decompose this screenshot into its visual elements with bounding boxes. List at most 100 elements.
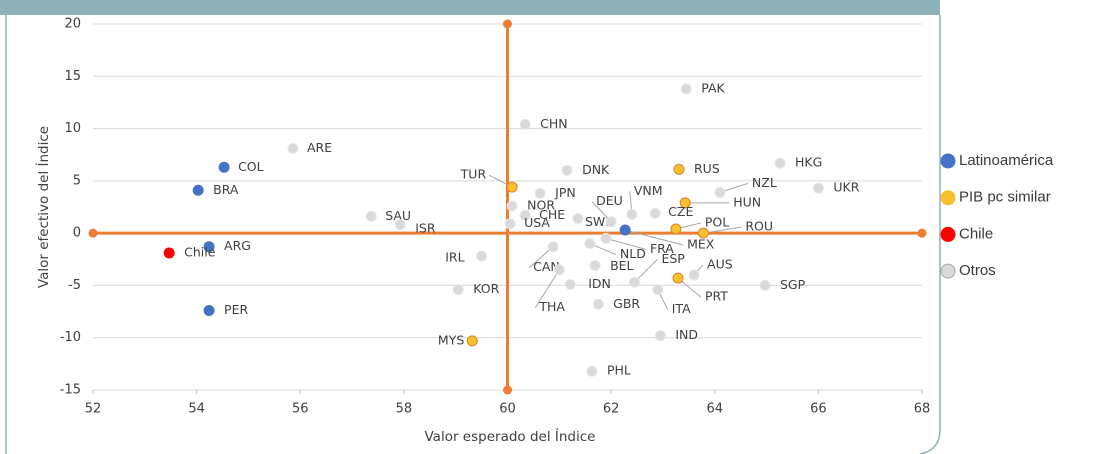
- x-tick-label: 54: [188, 402, 205, 417]
- legend-marker: [940, 190, 956, 206]
- point: [680, 83, 692, 95]
- point-label: DEU: [596, 193, 623, 208]
- point: [679, 197, 691, 209]
- point-label: SAU: [385, 208, 411, 223]
- point: [163, 247, 175, 259]
- point-label: CHE: [539, 207, 565, 222]
- point: [553, 264, 565, 276]
- x-tick-label: 58: [396, 402, 413, 417]
- point: [649, 207, 661, 219]
- point-label: GBR: [613, 296, 640, 311]
- point: [619, 224, 631, 236]
- point-label: DNK: [582, 162, 610, 177]
- point: [394, 219, 406, 231]
- legend-marker: [940, 226, 956, 242]
- ref-end: [917, 228, 927, 238]
- leader-line: [605, 237, 647, 250]
- point: [586, 365, 598, 377]
- point: [519, 209, 531, 221]
- point: [561, 164, 573, 176]
- point: [476, 250, 488, 262]
- point-label: PAK: [701, 80, 725, 95]
- point-label: Chile: [184, 245, 216, 260]
- x-tick-label: 66: [810, 402, 827, 417]
- ref-end: [88, 228, 98, 238]
- leader-line: [534, 269, 560, 309]
- point-label: ARE: [307, 140, 332, 155]
- point-label: CAN: [533, 259, 560, 274]
- point-label: COL: [238, 159, 264, 174]
- point: [218, 161, 230, 173]
- point-label: ROU: [745, 219, 773, 234]
- point: [504, 218, 516, 230]
- point: [506, 181, 518, 193]
- legend-label: Otros: [959, 262, 996, 279]
- point-label: TUR: [460, 167, 487, 182]
- point-label: POL: [705, 214, 729, 229]
- point: [688, 269, 700, 281]
- legend-marker: [940, 263, 956, 279]
- point-label: BEL: [610, 258, 633, 273]
- point-label: IDN: [588, 276, 611, 291]
- point: [626, 208, 638, 220]
- point-label: NOR: [527, 197, 555, 212]
- point-label: ESP: [661, 251, 685, 266]
- point: [605, 216, 617, 228]
- point-label: JPN: [554, 185, 576, 200]
- point-label: PER: [224, 302, 248, 317]
- point: [600, 232, 612, 244]
- point-label: KOR: [473, 281, 499, 296]
- ref-end: [503, 385, 512, 395]
- y-tick-label: -10: [60, 330, 81, 345]
- point-label: VNM: [634, 183, 663, 198]
- point-label: HUN: [733, 194, 761, 209]
- point: [589, 260, 601, 272]
- legend-marker: [940, 153, 956, 169]
- y-tick-label: 20: [64, 17, 81, 32]
- point-label: SWE: [585, 214, 613, 229]
- point: [506, 200, 518, 212]
- point: [812, 182, 824, 194]
- point-label: UKR: [833, 180, 859, 195]
- point: [652, 284, 664, 296]
- point: [365, 210, 377, 222]
- header-bar: [0, 0, 940, 15]
- point: [564, 278, 576, 290]
- point-label: AUS: [707, 256, 733, 271]
- point-label: MYS: [438, 332, 464, 347]
- point-label: CZE: [668, 204, 693, 219]
- point: [534, 187, 546, 199]
- point: [572, 213, 584, 225]
- point-label: ARG: [224, 238, 251, 253]
- y-tick-label: 10: [64, 121, 81, 136]
- point: [519, 118, 531, 130]
- point: [673, 163, 685, 175]
- point: [592, 298, 604, 310]
- point-label: NLD: [620, 246, 646, 261]
- point: [203, 241, 215, 253]
- point: [203, 305, 215, 317]
- y-tick-label: -15: [60, 383, 81, 398]
- point-label: ISR: [415, 220, 436, 235]
- point: [774, 157, 786, 169]
- point: [714, 186, 726, 198]
- point: [672, 272, 684, 284]
- point: [670, 223, 682, 235]
- x-tick-label: 56: [292, 402, 309, 417]
- point: [697, 227, 709, 239]
- x-tick-label: 60: [499, 402, 516, 417]
- y-tick-label: 0: [73, 226, 81, 241]
- point: [192, 184, 204, 196]
- point-label: BRA: [213, 182, 239, 197]
- x-tick-label: 52: [85, 402, 102, 417]
- y-tick-label: 5: [73, 173, 81, 188]
- x-tick-label: 62: [603, 402, 620, 417]
- point-label: HKG: [795, 155, 822, 170]
- y-tick-label: -5: [68, 278, 81, 293]
- point-label: MEX: [687, 237, 715, 252]
- legend-label: Latinoamérica: [959, 152, 1054, 169]
- point-label: THA: [538, 299, 565, 314]
- x-tick-label: 64: [706, 402, 723, 417]
